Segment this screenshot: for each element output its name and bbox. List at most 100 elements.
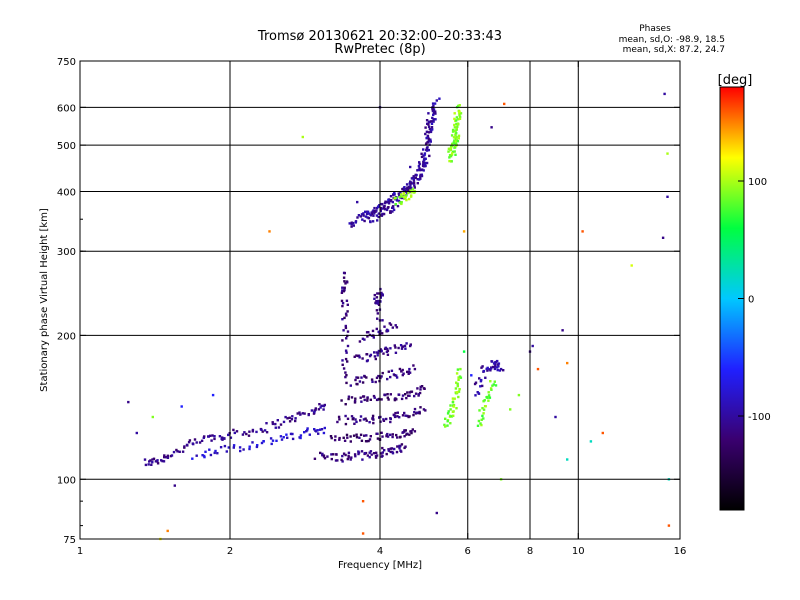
trace-point	[330, 457, 333, 461]
x-axis-label: Frequency [MHz]	[338, 560, 422, 571]
trace-point	[362, 395, 366, 398]
trace-point	[378, 416, 381, 419]
trace-point	[245, 432, 248, 436]
trace-point	[458, 111, 461, 115]
trace-point	[384, 200, 387, 204]
trace-point	[376, 205, 380, 209]
scatter-point	[666, 152, 669, 155]
trace-point	[405, 194, 408, 197]
trace-point	[349, 458, 352, 461]
trace-point	[382, 212, 386, 216]
trace-point	[377, 299, 380, 303]
trace-point	[412, 181, 416, 184]
trace-point	[453, 146, 456, 149]
trace-point	[502, 369, 505, 372]
trace-point	[373, 210, 377, 213]
trace-point	[453, 142, 457, 145]
trace-point	[346, 334, 349, 338]
trace-point	[477, 392, 480, 395]
trace-point	[488, 368, 491, 371]
trace-point	[345, 314, 348, 317]
trace-point	[156, 462, 160, 465]
trace-point	[373, 293, 376, 297]
trace-point	[392, 208, 396, 212]
trace-point	[341, 339, 344, 342]
trace-point	[308, 433, 311, 436]
trace-point	[393, 374, 396, 377]
trace-point	[431, 108, 434, 111]
trace-point	[291, 415, 294, 418]
trace-point	[379, 209, 382, 213]
trace-point	[354, 378, 357, 382]
trace-point	[389, 375, 392, 379]
trace-point	[410, 431, 413, 435]
trace-point	[452, 136, 456, 139]
trace-point	[377, 330, 380, 333]
trace-point	[412, 413, 415, 417]
trace-point	[376, 354, 379, 357]
trace-point	[375, 454, 379, 457]
trace-point	[407, 372, 410, 375]
trace-point	[344, 357, 348, 361]
trace-point	[341, 302, 345, 305]
trace-point	[377, 349, 381, 353]
trace-point	[422, 148, 425, 151]
trace-point	[404, 429, 407, 432]
trace-point	[305, 430, 308, 433]
trace-point	[317, 408, 321, 411]
trace-point	[401, 368, 404, 372]
trace-point	[400, 195, 404, 198]
trace-point	[359, 415, 363, 418]
scatter-point	[661, 236, 665, 239]
trace-point	[233, 431, 236, 435]
trace-point	[335, 453, 338, 456]
trace-point	[455, 122, 458, 126]
trace-point	[271, 422, 275, 426]
trace-point	[395, 398, 398, 401]
trace-point	[365, 376, 368, 379]
trace-point	[395, 376, 399, 379]
trace-point	[394, 203, 397, 206]
trace-point	[213, 437, 216, 441]
trace-point	[356, 376, 360, 379]
trace-point	[402, 192, 406, 195]
trace-point	[419, 388, 422, 391]
trace-point	[453, 117, 456, 121]
trace-point	[454, 392, 458, 395]
trace-point	[496, 366, 499, 369]
trace-point	[350, 225, 353, 228]
trace-point	[422, 159, 426, 162]
trace-point	[413, 186, 416, 189]
trace-point	[151, 458, 154, 461]
trace-point	[336, 459, 339, 462]
trace-point	[338, 436, 341, 440]
trace-point	[401, 431, 404, 434]
trace-point	[391, 326, 394, 329]
trace-point	[399, 435, 402, 439]
trace-point	[424, 409, 427, 412]
trace-point	[482, 408, 486, 411]
trace-point	[455, 135, 458, 139]
trace-point	[248, 447, 251, 451]
trace-point	[426, 140, 430, 144]
trace-point	[369, 220, 372, 223]
trace-point	[347, 456, 350, 459]
trace-point	[377, 212, 380, 215]
trace-point	[175, 448, 178, 452]
trace-point	[474, 394, 477, 397]
trace-point	[344, 403, 347, 406]
trace-point	[487, 394, 491, 397]
trace-point	[425, 142, 428, 145]
trace-point	[454, 134, 457, 137]
y-tick-label: 500	[57, 141, 76, 152]
trace-point	[188, 439, 192, 442]
trace-point	[380, 452, 383, 455]
trace-point	[248, 445, 251, 448]
trace-point	[377, 303, 381, 306]
trace-point	[386, 435, 390, 438]
trace-point	[366, 210, 370, 214]
trace-point	[427, 112, 430, 115]
trace-point	[183, 445, 186, 448]
trace-point	[340, 399, 343, 402]
trace-point	[453, 130, 456, 133]
